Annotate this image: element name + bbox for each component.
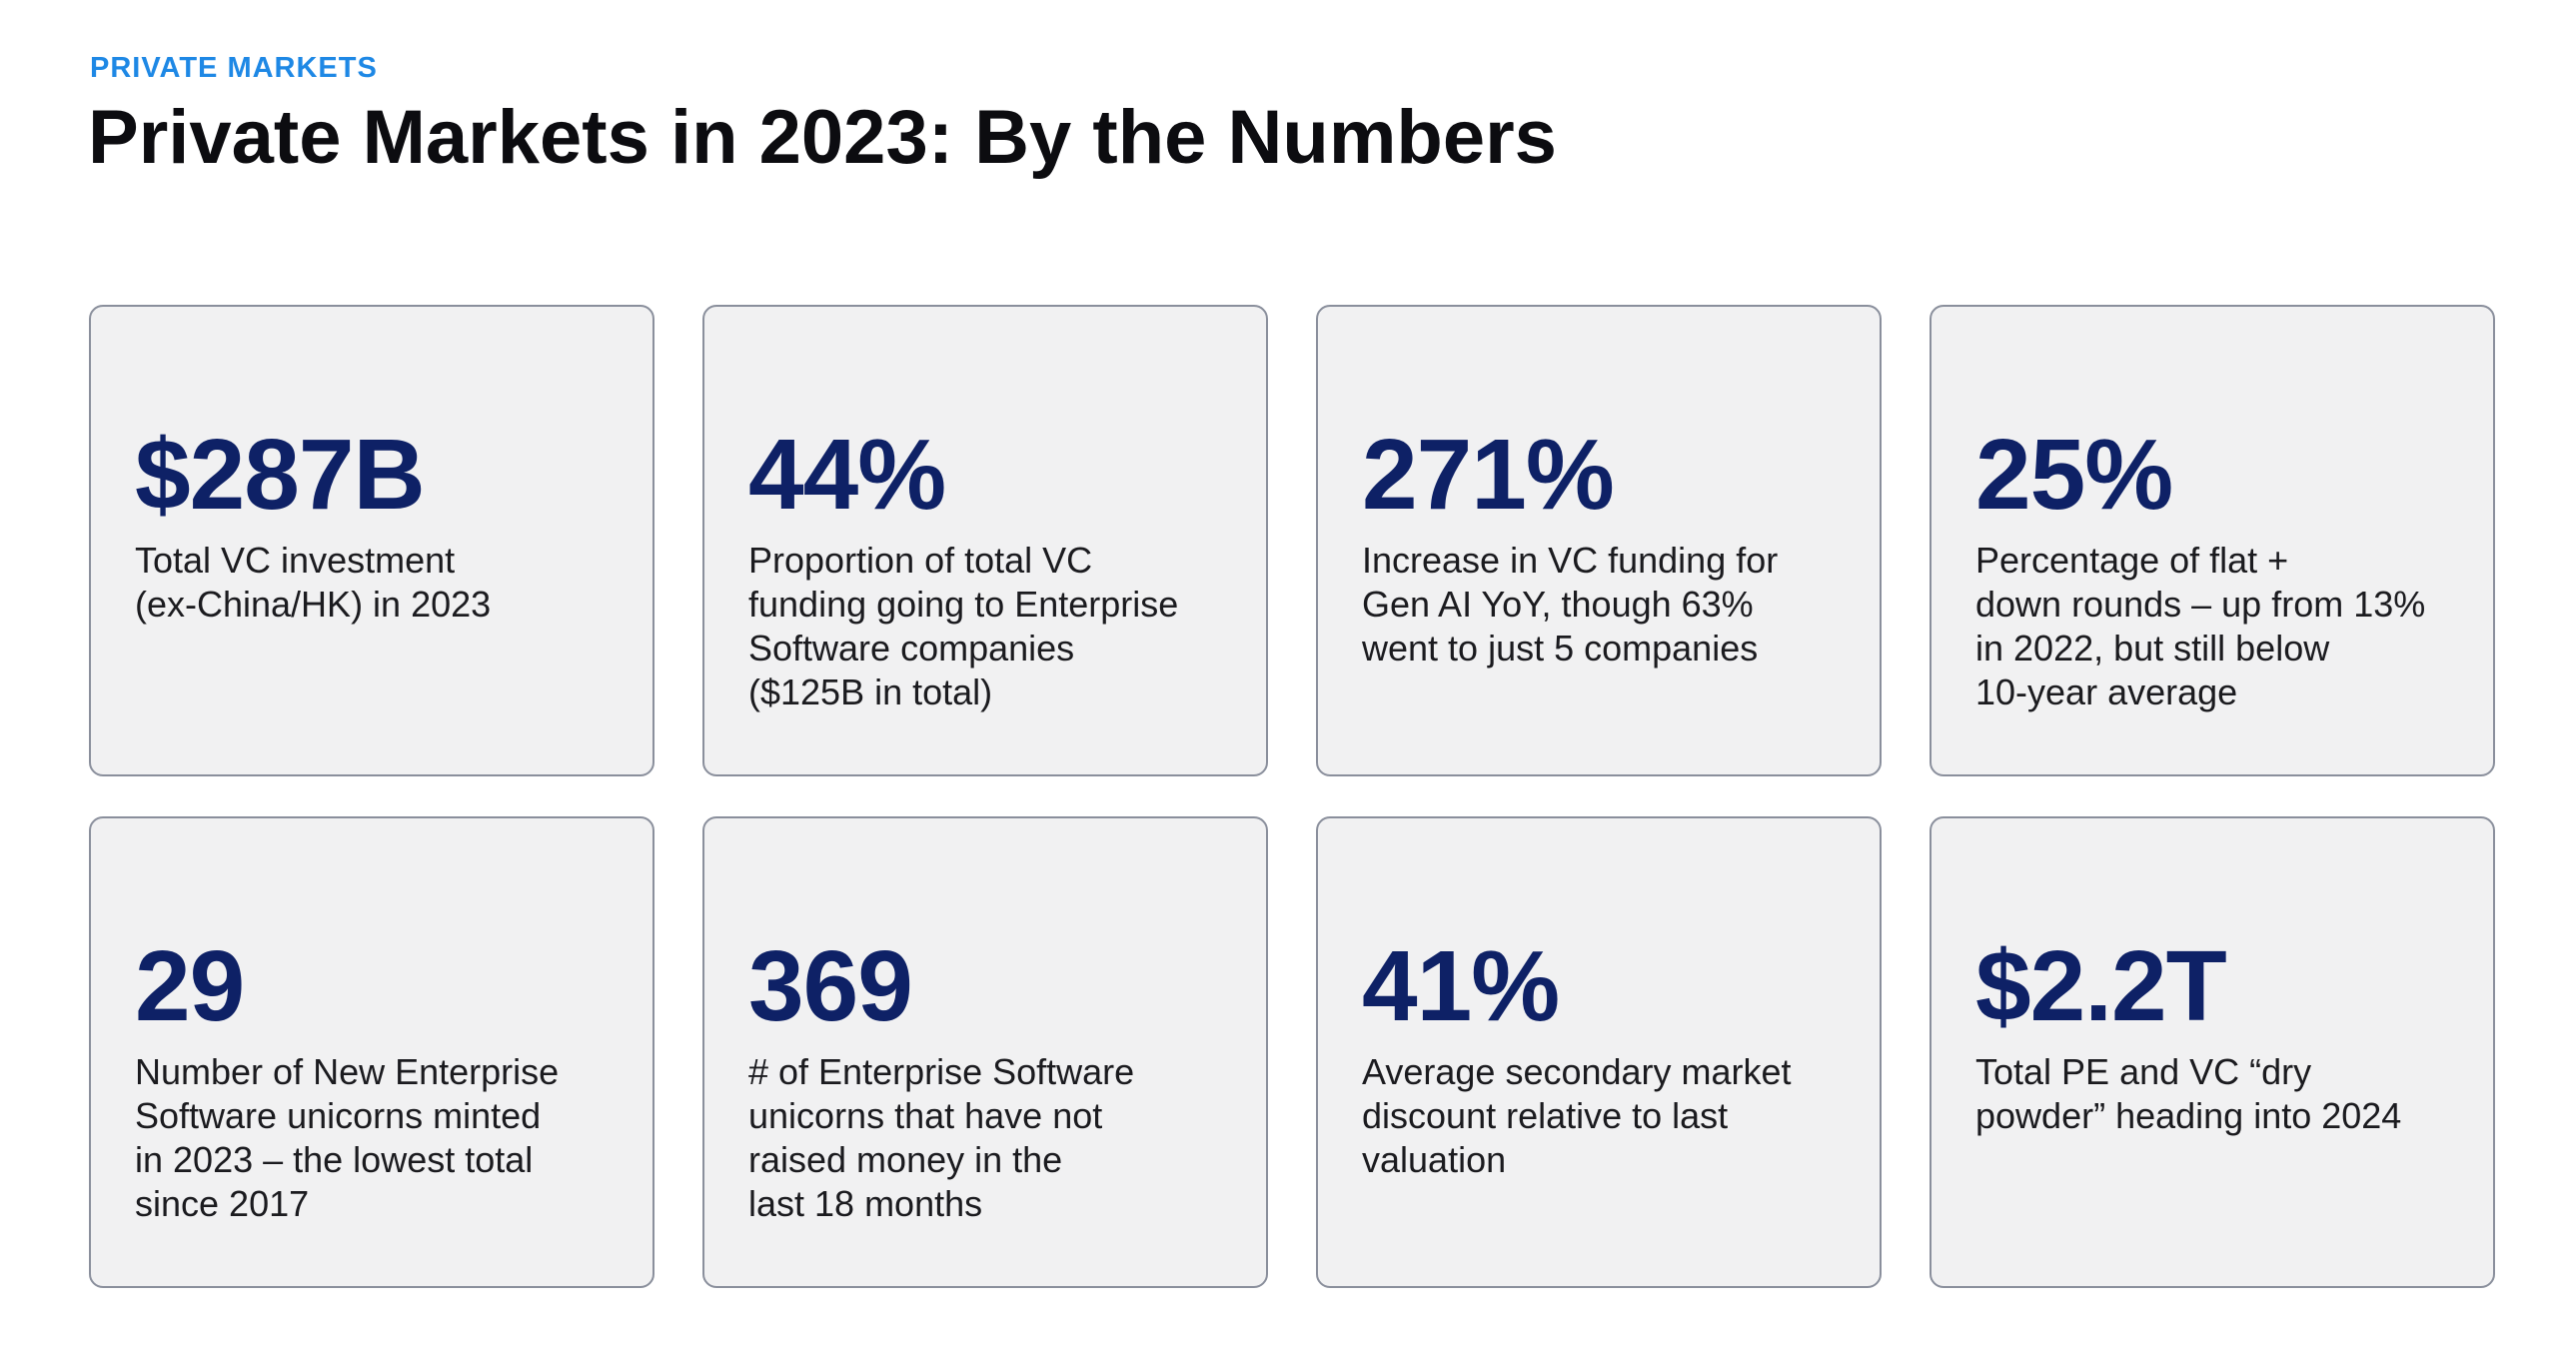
stat-value: 44%: [748, 419, 946, 531]
stat-value: 29: [135, 930, 245, 1042]
stat-description: Average secondary market discount relati…: [1362, 1051, 1792, 1180]
stat-description: Proportion of total VC funding going to …: [748, 540, 1179, 712]
stats-grid: $287B Total VC investment (ex-China/HK) …: [89, 305, 2495, 1288]
stat-value: 41%: [1362, 930, 1560, 1042]
stat-card-gen-ai-growth: 271% Increase in VC funding for Gen AI Y…: [1316, 305, 1882, 776]
stat-card-enterprise-share: 44% Proportion of total VC funding going…: [702, 305, 1268, 776]
stat-value: $2.2T: [1975, 930, 2227, 1042]
stat-description: Percentage of flat + down rounds – up fr…: [1975, 540, 2426, 712]
stat-value: 369: [748, 930, 913, 1042]
stat-card-unfunded-unicorns: 369 # of Enterprise Software unicorns th…: [702, 816, 1268, 1288]
stat-description: Total PE and VC “dry powder” heading int…: [1975, 1051, 2402, 1136]
page-title: Private Markets in 2023: By the Numbers: [88, 95, 1557, 180]
stat-card-new-unicorns: 29 Number of New Enterprise Software uni…: [89, 816, 654, 1288]
stat-value: 25%: [1975, 419, 2173, 531]
stat-description: Increase in VC funding for Gen AI YoY, t…: [1362, 540, 1779, 669]
stat-card-dry-powder: $2.2T Total PE and VC “dry powder” headi…: [1930, 816, 2495, 1288]
section-eyebrow: PRIVATE MARKETS: [90, 52, 378, 84]
stat-description: # of Enterprise Software unicorns that h…: [748, 1051, 1135, 1224]
stat-description: Number of New Enterprise Software unicor…: [135, 1051, 560, 1224]
stat-card-flat-down-rounds: 25% Percentage of flat + down rounds – u…: [1930, 305, 2495, 776]
stat-card-vc-investment: $287B Total VC investment (ex-China/HK) …: [89, 305, 654, 776]
stat-value: $287B: [135, 419, 426, 531]
stat-description: Total VC investment (ex-China/HK) in 202…: [135, 540, 492, 625]
stat-value: 271%: [1362, 419, 1615, 531]
stat-card-secondary-discount: 41% Average secondary market discount re…: [1316, 816, 1882, 1288]
